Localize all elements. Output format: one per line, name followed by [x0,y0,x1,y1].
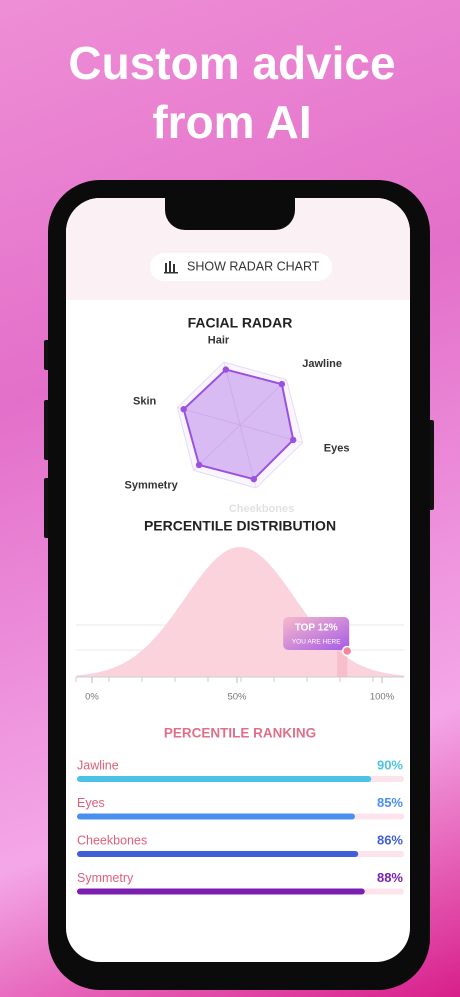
x-tick-label: 100% [370,692,395,703]
bar [77,776,372,782]
ranking-name: Cheekbones [77,833,147,847]
marker-badge [283,617,350,650]
bar [77,813,355,820]
notch [165,198,295,230]
radar-point [278,380,286,388]
radar-title: FACIAL RADAR [188,315,293,331]
fade [66,500,410,514]
ranking-value: 90% [377,757,403,772]
ranking-title: PERCENTILE RANKING [164,726,316,741]
content: FACIAL RADAR Hair Jawline Eyes Cheekbones Sym… [66,315,410,895]
radar-point [289,436,297,444]
x-tick-label: 50% [227,692,247,703]
ranking-value: 88% [377,870,403,885]
badge-subtext: YOU ARE HERE [292,639,341,646]
bar [77,851,359,857]
radar-axis-label: Hair [208,335,230,347]
chart-icon [164,261,178,274]
radar-axis-label: Eyes [324,442,350,454]
radar-point [250,475,258,483]
x-tick-label: 0% [85,692,99,703]
distribution-title: PERCENTILE DISTRIBUTION [144,518,336,534]
radar-point [180,405,187,413]
radar-axis-label: Skin [133,395,157,407]
headline: Custom advice [68,37,395,89]
radar-axis-label: Symmetry [125,480,179,492]
headline: from AI [152,96,311,148]
marker-dot [341,645,353,657]
marker-band [337,640,348,677]
radar-toggle[interactable] [150,253,332,281]
ranking-name: Jawline [77,758,119,772]
ranking-value: 86% [377,832,403,847]
bar [77,888,365,895]
ranking-name: Symmetry [77,871,134,885]
badge-text: TOP 12% [295,623,338,634]
ranking-value: 85% [377,795,403,810]
app-screen: FACIAL RADAR Hair Jawline Eyes Cheekbones Sym… [66,198,410,962]
radar-point [195,461,203,469]
radar-axis-label: Jawline [302,358,342,370]
radar-point [222,366,230,373]
radar-spoke [239,379,287,426]
button-label[interactable]: SHOW RADAR CHART [187,259,320,273]
radar-spoke [177,406,241,426]
ranking-name: Eyes [77,796,105,810]
